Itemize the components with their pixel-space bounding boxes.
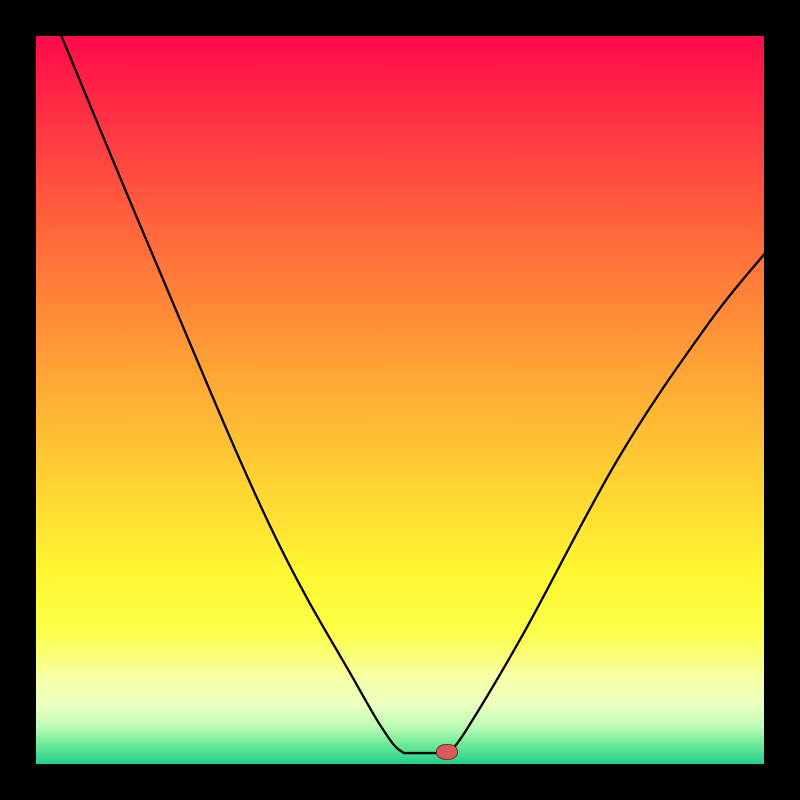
bottleneck-curve (36, 36, 764, 764)
plot-area (36, 36, 764, 764)
chart-container: TheBottleneck.com (0, 0, 800, 800)
watermark-text: TheBottleneck.com (577, 4, 790, 32)
optimum-marker (436, 744, 458, 760)
